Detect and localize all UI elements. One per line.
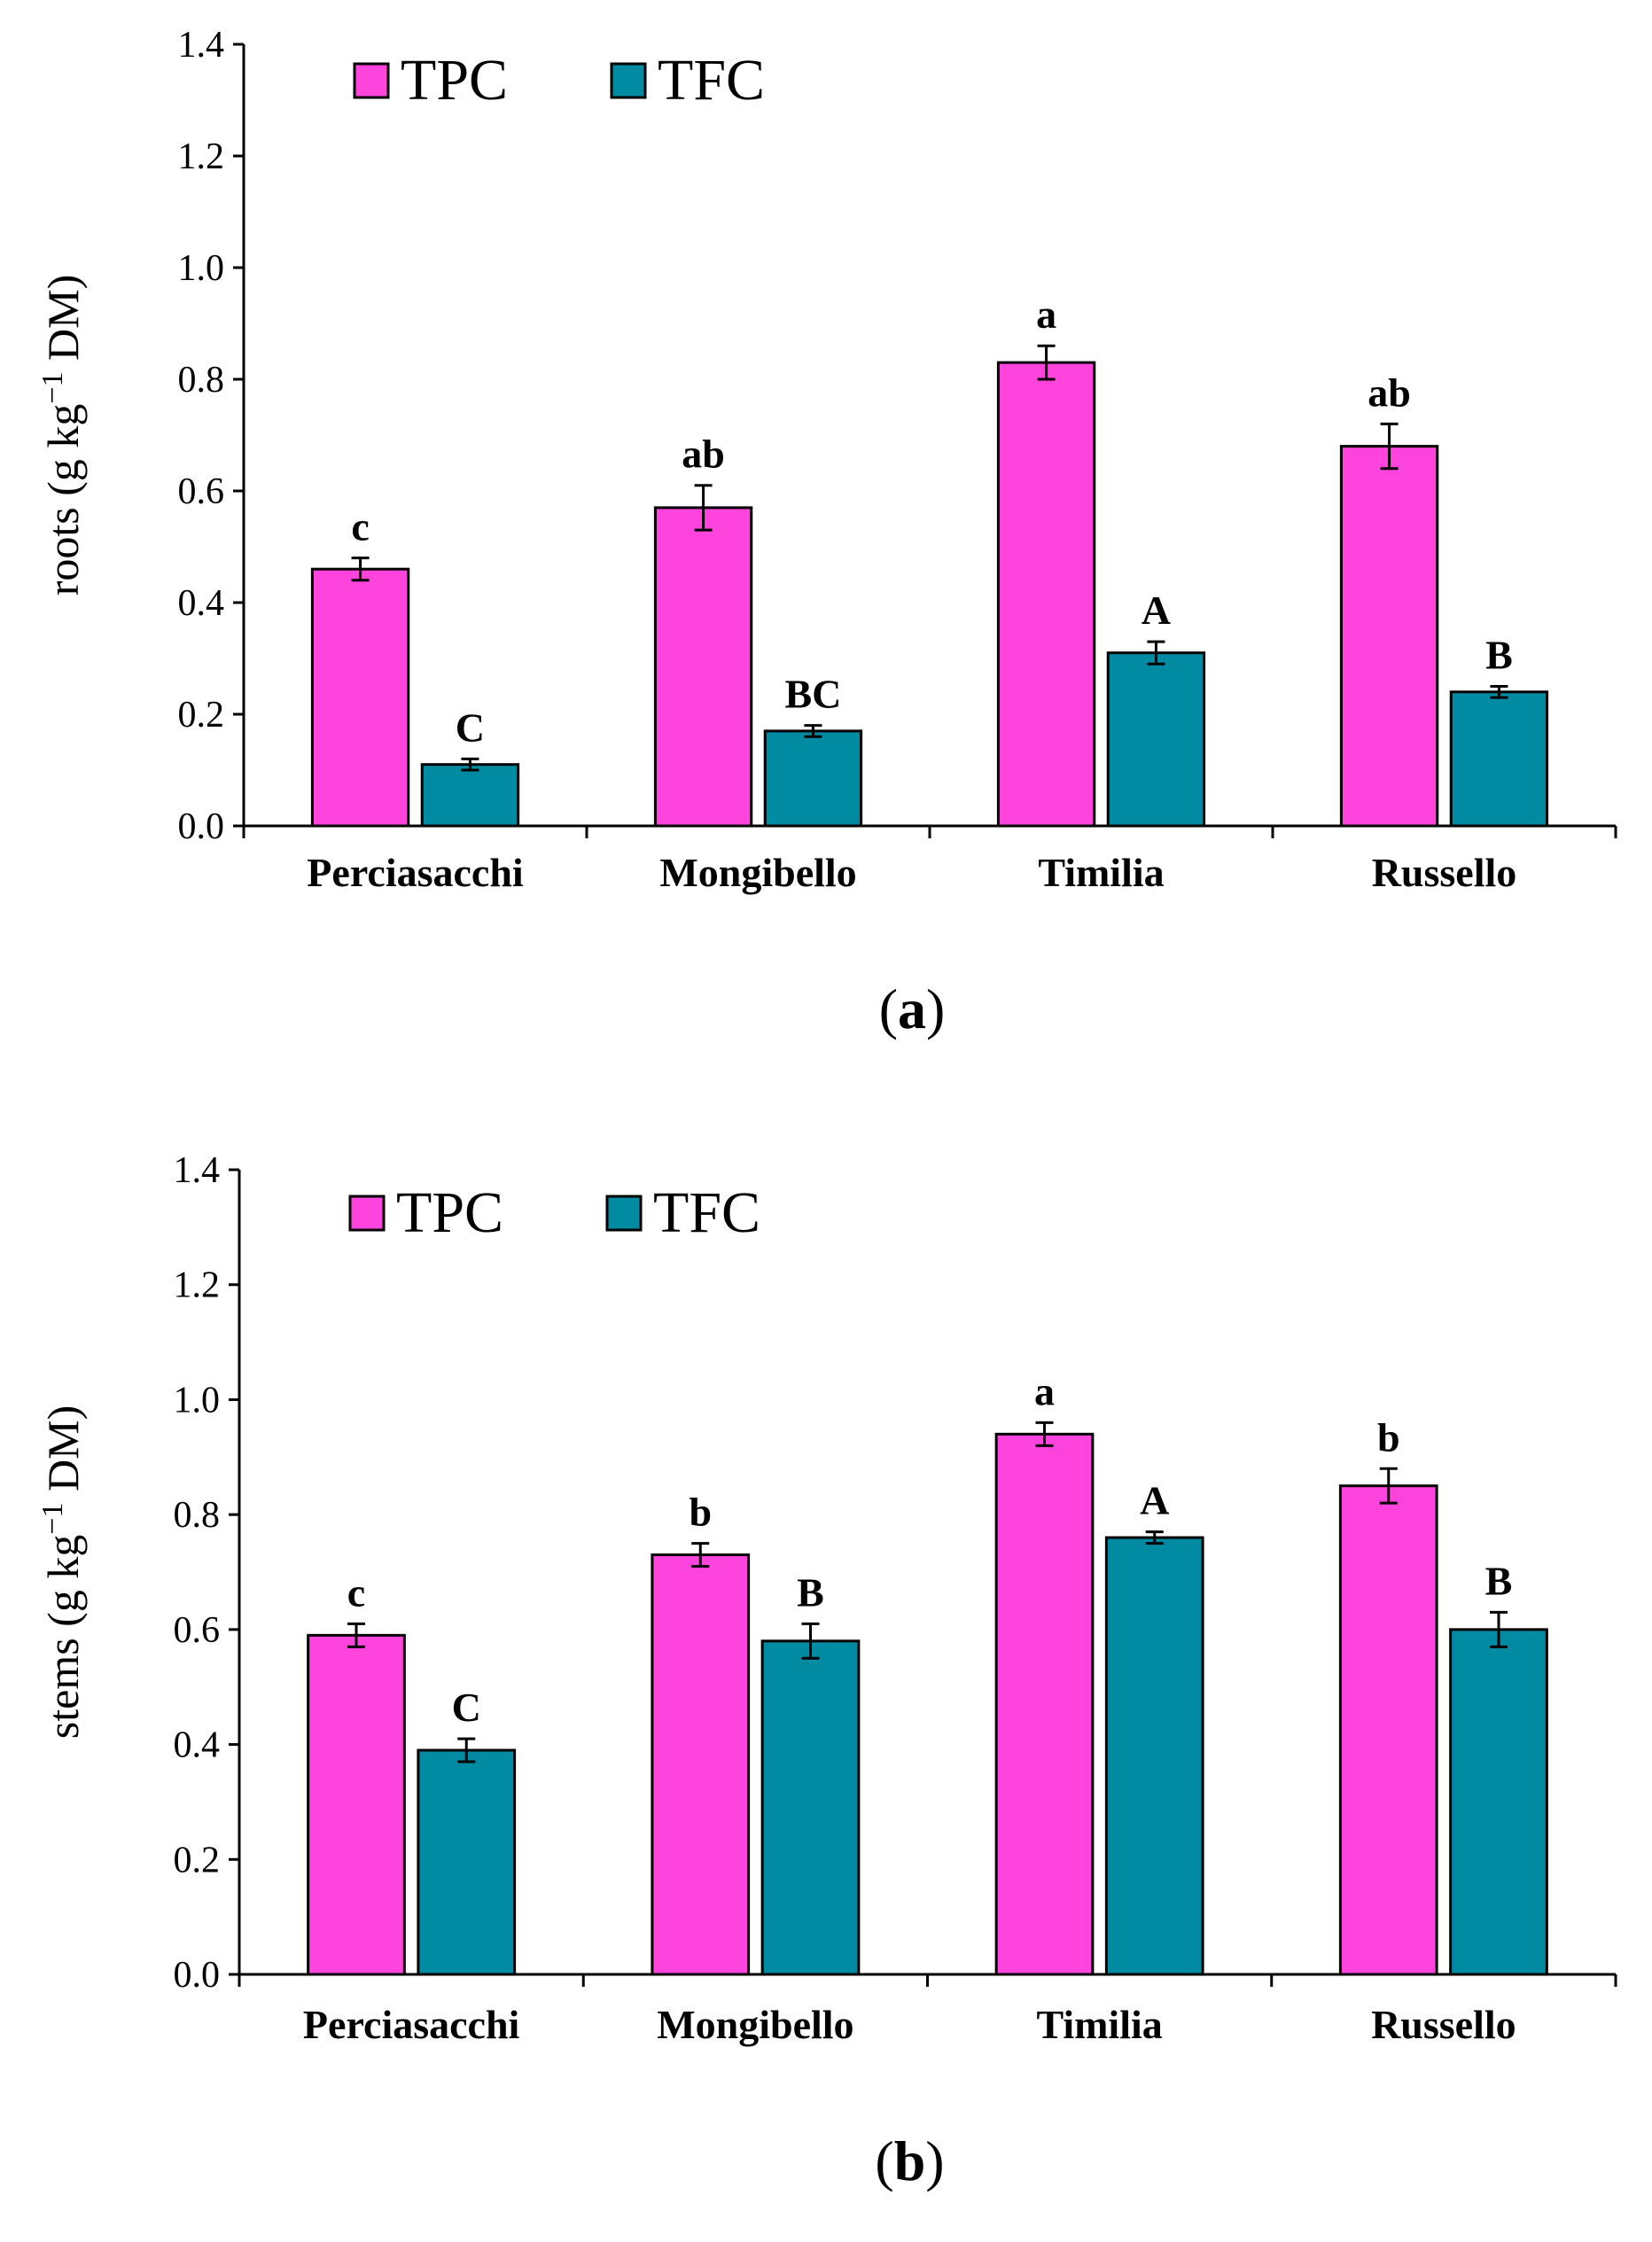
y-tick-label: 1.0	[178, 248, 225, 289]
y-tick-label: 0.8	[174, 1495, 221, 1536]
significance-label: A	[1140, 1478, 1169, 1523]
significance-label: A	[1142, 588, 1171, 633]
y-tick-label: 0.2	[178, 695, 225, 736]
y-tick-label: 1.2	[178, 136, 225, 177]
bar-tfc	[417, 1748, 517, 1976]
bar-tfc	[760, 1639, 861, 1976]
y-tick-label: 0.4	[178, 583, 225, 624]
category-label: Timilia	[1038, 850, 1164, 895]
y-tick-label: 0.4	[174, 1725, 221, 1766]
y-tick-label: 1.4	[174, 1150, 221, 1191]
y-tick-label: 1.4	[178, 25, 225, 66]
significance-label: c	[347, 1569, 365, 1615]
significance-label: B	[1485, 1558, 1513, 1603]
category-label: Mongibello	[659, 850, 856, 895]
bar-tpc	[996, 361, 1096, 828]
y-axis-label-main: roots (g kg	[38, 404, 88, 596]
category-label: Mongibello	[657, 2002, 853, 2047]
bar-tfc	[1449, 690, 1549, 828]
y-axis-label-sup: −1	[36, 1502, 69, 1534]
bar-tfc	[420, 763, 520, 828]
significance-label: BC	[784, 672, 841, 717]
bar-tpc	[310, 567, 410, 828]
panel-label-open: (	[875, 2129, 893, 2192]
category-label: Perciasacchi	[303, 2002, 520, 2047]
y-tick-label: 0.8	[178, 360, 225, 401]
significance-label: ab	[1368, 370, 1411, 415]
y-axis-label: roots (g kg−1 DM)	[36, 275, 88, 596]
significance-label: C	[452, 1685, 481, 1730]
bar-tfc	[1449, 1628, 1548, 1976]
panel-label-letter: a	[898, 977, 926, 1040]
panel-label-close: )	[925, 2129, 944, 2192]
significance-label: a	[1034, 1368, 1055, 1413]
y-axis-label-tail: DM)	[38, 275, 88, 372]
significance-label: B	[1485, 633, 1513, 678]
category-label: Perciasacchi	[307, 850, 524, 895]
legend-swatch-tpc	[348, 1195, 386, 1232]
y-axis-label-sup: −1	[36, 371, 69, 403]
legend-swatch-tpc	[353, 62, 390, 99]
bar-tpc	[307, 1633, 406, 1976]
panel-label: (b)	[875, 2129, 944, 2192]
panel-label-close: )	[926, 977, 945, 1040]
y-tick-label: 1.0	[174, 1380, 221, 1421]
panel-label-letter: b	[894, 2129, 926, 2192]
y-tick-label: 0.0	[178, 806, 225, 847]
legend-label: TFC	[653, 1180, 760, 1245]
significance-label: ab	[682, 432, 725, 477]
category-label: Russello	[1371, 2002, 1516, 2047]
y-tick-label: 1.2	[174, 1265, 221, 1306]
legend-swatch-tfc	[605, 1195, 643, 1232]
bar-tpc	[651, 1553, 751, 1976]
y-tick-label: 0.6	[174, 1610, 221, 1651]
bar-tpc	[994, 1432, 1095, 1976]
significance-label: a	[1036, 292, 1056, 337]
significance-label: C	[456, 705, 485, 750]
significance-label: B	[797, 1569, 824, 1615]
panel-label-open: (	[879, 977, 898, 1040]
legend-label: TPC	[401, 48, 508, 113]
significance-label: c	[351, 504, 369, 549]
bar-tpc	[1339, 445, 1439, 828]
chart-panel-a: 0.0 0.2 0.4 0.6 0.8 1.0 1.2 1.4 Perciasacchi c C Mo…	[36, 25, 1617, 1040]
legend-label: TFC	[658, 48, 765, 113]
significance-label: b	[1377, 1414, 1400, 1460]
bar-tfc	[1104, 1536, 1204, 1976]
chart-panel-b: 0.0 0.2 0.4 0.6 0.8 1.0 1.2 1.4 Perciasacchi c C Mo…	[36, 1150, 1617, 2192]
y-tick-label: 0.0	[174, 1955, 221, 1996]
y-axis-label-tail: DM)	[38, 1405, 88, 1503]
category-label: Timilia	[1036, 2002, 1162, 2047]
bar-tpc	[653, 506, 753, 828]
y-axis-label: stems (g kg−1 DM)	[36, 1405, 88, 1739]
legend-swatch-tfc	[610, 62, 647, 99]
y-tick-label: 0.6	[178, 471, 225, 512]
panel-label: (a)	[879, 977, 946, 1040]
bar-tfc	[763, 729, 863, 828]
legend-label: TPC	[396, 1180, 503, 1245]
y-axis-label-main: stems (g kg	[38, 1535, 88, 1740]
category-label: Russello	[1372, 850, 1517, 895]
y-tick-label: 0.2	[174, 1840, 221, 1880]
bar-tpc	[1338, 1484, 1438, 1976]
significance-label: b	[689, 1490, 712, 1535]
bar-tfc	[1106, 651, 1206, 828]
